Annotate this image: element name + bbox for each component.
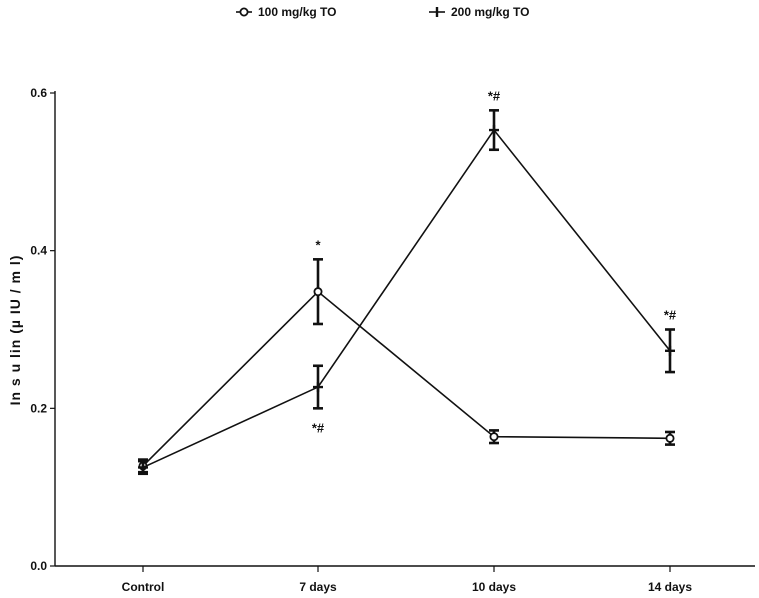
- significance-label: *#: [312, 420, 325, 435]
- series-line: [142, 128, 671, 469]
- data-point: [138, 462, 148, 473]
- data-point: [665, 345, 675, 356]
- data-point: [665, 433, 675, 443]
- y-tick-label: 0.0: [30, 559, 47, 573]
- series-line: [142, 290, 671, 467]
- data-point: [489, 432, 499, 442]
- significance-label: *#: [664, 308, 677, 323]
- legend: 100 mg/kg TO 200 mg/kg TO: [236, 5, 529, 19]
- x-tick-label: Control: [122, 580, 165, 594]
- significance-label: *#: [488, 88, 501, 103]
- data-point: [489, 125, 499, 136]
- axes: 0.0 0.2 0.4 0.6 Control 7 days 10 days 14 days: [30, 86, 755, 594]
- legend-item: 200 mg/kg TO: [429, 5, 529, 19]
- series-1: [138, 258, 675, 474]
- series-2: [138, 109, 675, 476]
- data-point: [313, 287, 323, 297]
- y-tick-label: 0.6: [30, 86, 47, 100]
- plot-area: * *# *# *#: [138, 88, 677, 476]
- data-point: [313, 382, 323, 393]
- y-tick-label: 0.4: [30, 244, 47, 258]
- legend-label: 100 mg/kg TO: [258, 5, 336, 19]
- significance-label: *: [315, 237, 321, 252]
- x-tick-label: 7 days: [299, 580, 337, 594]
- legend-marker: [239, 7, 249, 17]
- y-axis-title: In s u lin (µ IU / m l): [7, 255, 23, 406]
- y-tick-label: 0.2: [30, 401, 47, 415]
- legend-item: 100 mg/kg TO: [236, 5, 336, 19]
- x-tick-label: 14 days: [648, 580, 692, 594]
- legend-label: 200 mg/kg TO: [451, 5, 529, 19]
- x-tick-label: 10 days: [472, 580, 516, 594]
